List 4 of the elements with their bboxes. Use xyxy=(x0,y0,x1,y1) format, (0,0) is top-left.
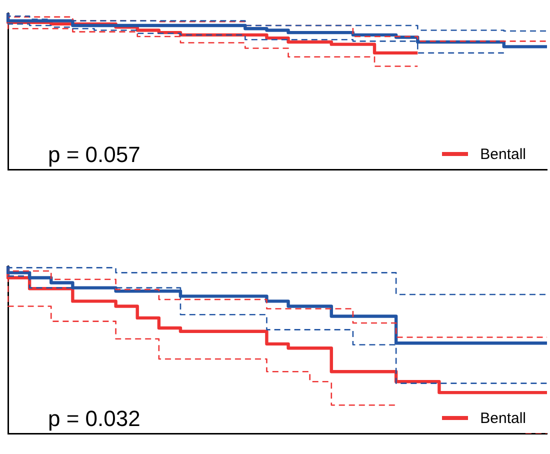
legend-label: Bentall xyxy=(480,146,526,162)
legend-label: Bentall xyxy=(480,410,526,426)
annotation: p = 0.057 xyxy=(48,142,140,168)
annotation: p = 0.032 xyxy=(48,406,140,432)
